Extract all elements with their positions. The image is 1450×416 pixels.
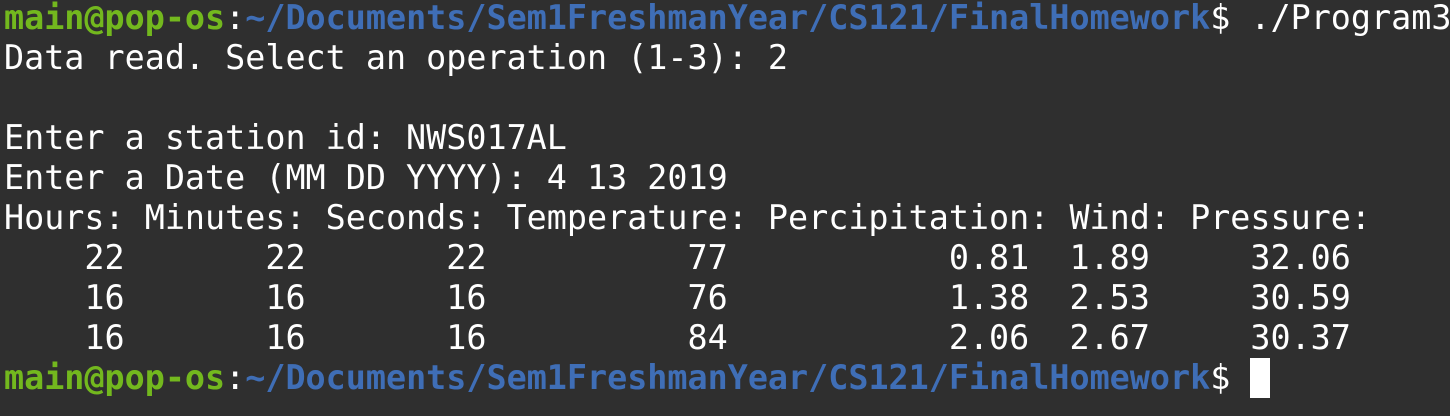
prompt-user-host: main@pop-os — [4, 358, 226, 397]
prompt-user-host: main@pop-os — [4, 0, 226, 37]
prompt-path: ~/Documents/Sem1FreshmanYear/CS121/Final… — [245, 358, 1211, 397]
prompt-symbol: $ — [1210, 0, 1231, 37]
table-row: 22 22 22 77 0.81 1.89 32.06 — [4, 238, 1351, 277]
output-line-blank — [4, 78, 1450, 118]
table-row: 16 16 16 76 1.38 2.53 30.59 — [4, 278, 1351, 317]
prompt-colon: : — [225, 358, 246, 397]
prompt-symbol: $ — [1210, 358, 1231, 397]
table-row: 16 16 16 84 2.06 2.67 30.37 — [4, 318, 1351, 357]
output-line-date: Enter a Date (MM DD YYYY): 4 13 2019 — [4, 158, 728, 197]
output-line-data-read: Data read. Select an operation (1-3): 2 — [4, 38, 789, 77]
output-line-station: Enter a station id: NWS017AL — [4, 118, 567, 157]
prompt-colon: : — [225, 0, 246, 37]
text-cursor — [1250, 358, 1271, 398]
command-text: ./Program3 — [1230, 0, 1450, 37]
table-header: Hours: Minutes: Seconds: Temperature: Pe… — [4, 198, 1371, 237]
prompt-path: ~/Documents/Sem1FreshmanYear/CS121/Final… — [245, 0, 1211, 37]
prompt-line: main@pop-os:~/Documents/Sem1FreshmanYear… — [4, 0, 1450, 38]
terminal-window[interactable]: main@pop-os:~/Documents/Sem1FreshmanYear… — [4, 0, 1450, 416]
prompt-line-current[interactable]: main@pop-os:~/Documents/Sem1FreshmanYear… — [4, 358, 1450, 398]
